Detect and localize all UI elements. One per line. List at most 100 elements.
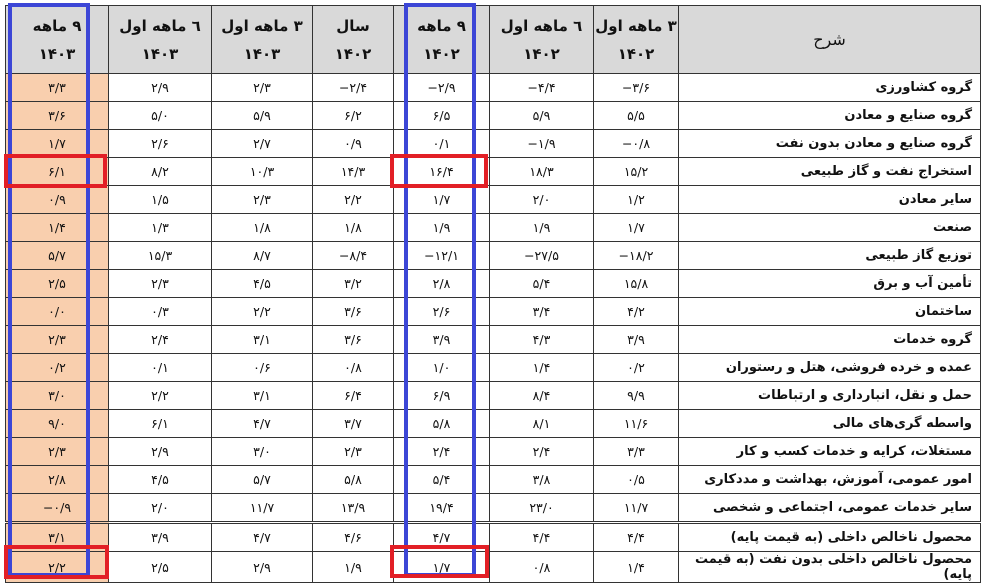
header-column: سال ۱۴۰۲ xyxy=(312,5,394,74)
value-cell: ۹/۹ xyxy=(593,381,679,410)
value-cell: ۱/۷ xyxy=(393,551,490,583)
value-cell: ۴/۵ xyxy=(211,269,313,298)
value-cell: ۱/۹ xyxy=(393,213,490,242)
header-year: ۱۴۰۲ xyxy=(523,44,560,63)
row-label: تأمین آب و برق xyxy=(678,269,981,298)
value-cell: ۱/۵ xyxy=(108,185,212,214)
row-label: محصول ناخالص داخلی بدون نفت (به قیمت پای… xyxy=(678,551,981,583)
table-row: استخراج نفت و گاز طبیعی ۱۵/۲ ۱۸/۳ ۱۶/۴ ۱۴/۳ ۱… xyxy=(5,157,981,186)
value-cell: −۲۷/۵ xyxy=(489,241,594,270)
row-label: گروه کشاورزی xyxy=(678,73,981,102)
value-cell: ۸/۴ xyxy=(489,381,594,410)
value-cell: ۲/۵ xyxy=(108,551,212,583)
value-cell: ۳/۶ xyxy=(5,101,109,130)
value-cell: ۰/۱ xyxy=(108,353,212,382)
value-cell: ۲/۹ xyxy=(211,551,313,583)
value-cell: ۸/۷ xyxy=(211,241,313,270)
value-cell: ۱۵/۸ xyxy=(593,269,679,298)
value-cell: ۵/۸ xyxy=(393,409,490,438)
value-cell: ۸/۲ xyxy=(108,157,212,186)
value-cell: ۱/۹ xyxy=(489,213,594,242)
value-cell: ۲/۶ xyxy=(393,297,490,326)
value-cell: ۴/۵ xyxy=(108,465,212,494)
value-cell: ۲/۴ xyxy=(393,437,490,466)
value-cell: ۱۱/۷ xyxy=(593,493,679,523)
header-column: ٦ ماهه اول ۱۴۰۲ xyxy=(489,5,594,74)
value-cell: ۶/۱ xyxy=(108,409,212,438)
value-cell: ۳/۲ xyxy=(312,269,394,298)
value-cell: ۲/۲ xyxy=(5,551,109,583)
value-cell: ۵/۷ xyxy=(5,241,109,270)
row-label: عمده و خرده فروشی، هتل و رستوران xyxy=(678,353,981,382)
value-cell: ۰/۱ xyxy=(393,129,490,158)
value-cell: ۳/۰ xyxy=(211,437,313,466)
value-cell: ۱۹/۴ xyxy=(393,493,490,523)
row-label: ساختمان xyxy=(678,297,981,326)
value-cell: ۵/۵ xyxy=(593,101,679,130)
row-label: محصول ناخالص داخلی (به قیمت پایه) xyxy=(678,521,981,552)
value-cell: ۱۵/۳ xyxy=(108,241,212,270)
value-cell: ۱/۸ xyxy=(211,213,313,242)
header-row: شرح ۳ ماهه اول ۱۴۰۲ ٦ ماهه اول ۱۴۰۲ ۹ ماهه ۱۴… xyxy=(5,5,981,74)
value-cell: ۱۱/۶ xyxy=(593,409,679,438)
header-column: ۹ ماهه ۱۴۰۲ xyxy=(393,5,490,74)
value-cell: −۲/۴ xyxy=(312,73,394,102)
table-row: محصول ناخالص داخلی (به قیمت پایه) ۴/۴ ۴/۴ ۴… xyxy=(5,521,981,552)
table-row: گروه صنایع و معادن ۵/۵ ۵/۹ ۶/۵ ۶/۲ ۵/۹ ۵/۰ ۳/۶ xyxy=(5,101,981,130)
value-cell: ۳/۸ xyxy=(489,465,594,494)
value-cell: ۰/۵ xyxy=(593,465,679,494)
table-row: امور عمومی، آموزش، بهداشت و مددکاری ۰/۵ ۳/… xyxy=(5,465,981,494)
value-cell: ۰/۲ xyxy=(593,353,679,382)
row-label: توزیع گاز طبیعی xyxy=(678,241,981,270)
value-cell: −۱/۹ xyxy=(489,129,594,158)
value-cell: ۴/۶ xyxy=(312,521,394,552)
value-cell: ۰/۸ xyxy=(312,353,394,382)
row-label: امور عمومی، آموزش، بهداشت و مددکاری xyxy=(678,465,981,494)
value-cell: ۵/۰ xyxy=(108,101,212,130)
value-cell: ۱/۷ xyxy=(393,185,490,214)
value-cell: ۳/۹ xyxy=(393,325,490,354)
value-cell: ۲/۲ xyxy=(211,297,313,326)
value-cell: ۲/۳ xyxy=(211,185,313,214)
header-year: ۱۴۰۳ xyxy=(243,44,281,63)
value-cell: ۲/۵ xyxy=(5,269,109,298)
value-cell: ۵/۸ xyxy=(312,465,394,494)
value-cell: ۱۴/۳ xyxy=(312,157,394,186)
row-label: سایر خدمات عمومی، اجتماعی و شخصی xyxy=(678,493,981,523)
table-row: واسطه گری‌های مالی ۱۱/۶ ۸/۱ ۵/۸ ۳/۷ ۴/۷ ۶/۱ ۹/۰ xyxy=(5,409,981,438)
header-description: شرح xyxy=(678,5,981,74)
value-cell: −۰/۹ xyxy=(5,493,109,523)
table-row: محصول ناخالص داخلی بدون نفت (به قیمت پای… xyxy=(5,551,981,583)
header-period: ٦ ماهه اول xyxy=(119,16,201,35)
header-period: ۳ ماهه اول xyxy=(595,16,677,35)
table-row: صنعت ۱/۷ ۱/۹ ۱/۹ ۱/۸ ۱/۸ ۱/۳ ۱/۴ xyxy=(5,213,981,242)
value-cell: ۸/۱ xyxy=(489,409,594,438)
header-column: ۳ ماهه اول ۱۴۰۲ xyxy=(593,5,679,74)
value-cell: ۲۳/۰ xyxy=(489,493,594,523)
table-row: ساختمان ۴/۲ ۳/۴ ۲/۶ ۳/۶ ۲/۲ ۰/۳ ۰/۰ xyxy=(5,297,981,326)
value-cell: ۴/۲ xyxy=(593,297,679,326)
header-year: ۱۴۰۲ xyxy=(334,44,372,63)
value-cell: ۲/۳ xyxy=(5,325,109,354)
value-cell: ۱۳/۹ xyxy=(312,493,394,523)
table-row: گروه کشاورزی −۳/۶ −۴/۴ −۲/۹ −۲/۴ ۲/۳ ۲/۹ ۳/۳ xyxy=(5,73,981,102)
header-column: ۳ ماهه اول ۱۴۰۳ xyxy=(211,5,313,74)
value-cell: ۴/۳ xyxy=(489,325,594,354)
row-label: گروه صنایع و معادن xyxy=(678,101,981,130)
value-cell: −۴/۴ xyxy=(489,73,594,102)
value-cell: ۴/۷ xyxy=(211,409,313,438)
value-cell: ۳/۹ xyxy=(108,521,212,552)
value-cell: ۶/۱ xyxy=(5,157,109,186)
table-row: توزیع گاز طبیعی −۱۸/۲ −۲۷/۵ −۱۲/۱ −۸/۴ ۸/۷ ۱۵/… xyxy=(5,241,981,270)
header-period: ۳ ماهه اول xyxy=(221,16,303,35)
value-cell: −۳/۶ xyxy=(593,73,679,102)
value-cell: −۱۲/۱ xyxy=(393,241,490,270)
value-cell: ۳/۳ xyxy=(5,73,109,102)
row-label: واسطه گری‌های مالی xyxy=(678,409,981,438)
table-body: گروه کشاورزی −۳/۶ −۴/۴ −۲/۹ −۲/۴ ۲/۳ ۲/۹ ۳/۳ گرو… xyxy=(5,73,981,583)
value-cell: −۰/۸ xyxy=(593,129,679,158)
value-cell: −۸/۴ xyxy=(312,241,394,270)
value-cell: ۱/۹ xyxy=(312,551,394,583)
value-cell: ۰/۰ xyxy=(5,297,109,326)
value-cell: ۲/۹ xyxy=(108,73,212,102)
